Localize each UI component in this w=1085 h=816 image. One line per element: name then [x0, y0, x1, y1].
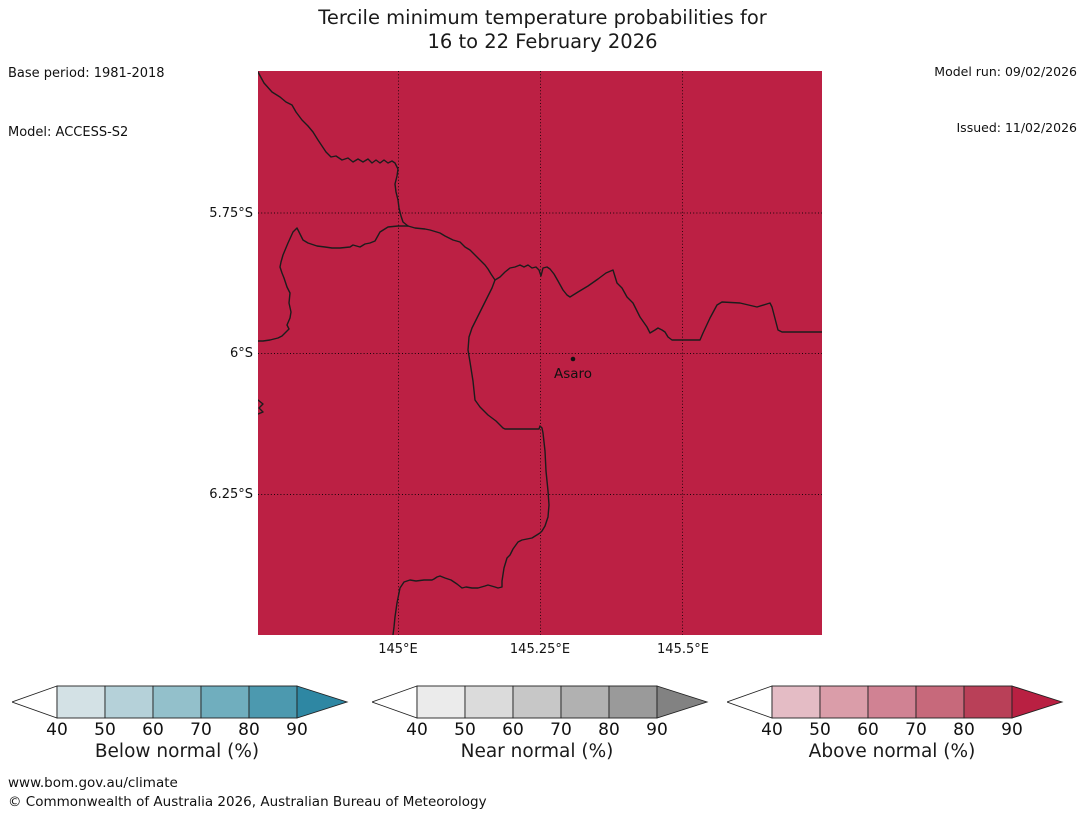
- model-text: Model: ACCESS-S2: [8, 124, 129, 140]
- legend-below-seg-60-70: [152, 685, 202, 719]
- legend-near-caption: Near normal (%): [460, 741, 614, 762]
- legend-below-tick-50: 50: [94, 720, 116, 740]
- legend-near-tick-40: 40: [406, 720, 428, 740]
- legend-above-tick-50: 50: [809, 720, 831, 740]
- legend-above-tick-60: 60: [857, 720, 879, 740]
- model-run-text: Model run: 09/02/2026: [934, 64, 1077, 79]
- y-tick-label-5-75s: 5.75°S: [209, 206, 253, 221]
- legend-near-left-arrow: [372, 685, 418, 719]
- legend-below-caption: Below normal (%): [94, 741, 260, 762]
- legend-near-seg-50-60: [464, 685, 514, 719]
- footer-url: www.bom.gov.au/climate: [8, 775, 178, 791]
- legend-below-tick-80: 80: [238, 720, 260, 740]
- legend-above-seg-60-70: [867, 685, 917, 719]
- legend-near-tick-90: 90: [646, 720, 668, 740]
- legend-below-right-arrow: [296, 685, 349, 719]
- y-tick-label-6-25s: 6.25°S: [209, 487, 253, 502]
- x-tick-label-145-5e: 145.5°E: [657, 642, 709, 657]
- boundary-lines: [258, 71, 822, 635]
- legend-bar-above-normal-swatches: [727, 685, 1064, 719]
- legend-near-tick-60: 60: [502, 720, 524, 740]
- base-period-text: Base period: 1981-2018: [8, 66, 165, 81]
- page-title: Tercile minimum temperature probabilitie…: [0, 6, 1085, 54]
- legend-above-left-arrow: [727, 685, 773, 719]
- boundary-line-northwest: [258, 71, 409, 227]
- legend-below-seg-40-50: [56, 685, 106, 719]
- legend-below-tick-40: 40: [46, 720, 68, 740]
- legend-bar-below-normal-swatches: [12, 685, 349, 719]
- legend-below-seg-70-80: [200, 685, 250, 719]
- boundary-line-east: [407, 225, 822, 341]
- legend-above-tick-80: 80: [953, 720, 975, 740]
- legend-above-caption: Above normal (%): [808, 741, 976, 762]
- legend-near-right-arrow: [656, 685, 709, 719]
- legend-above-tick-70: 70: [905, 720, 927, 740]
- legend-below-tick-60: 60: [142, 720, 164, 740]
- boundary-line-west: [258, 225, 409, 342]
- x-tick-label-145e: 145°E: [378, 642, 418, 657]
- legend-near-seg-60-70: [512, 685, 562, 719]
- legend-above-seg-40-50: [771, 685, 821, 719]
- legend-below-tick-70: 70: [190, 720, 212, 740]
- boundary-line-south-branch: [392, 279, 550, 635]
- legend-below-tick-90: 90: [286, 720, 308, 740]
- legend-above-tick-40: 40: [761, 720, 783, 740]
- legend-below-seg-80-90: [248, 685, 298, 719]
- legend-above-tick-90: 90: [1001, 720, 1023, 740]
- asaro-marker-label: Asaro: [554, 366, 592, 382]
- graticule-gridlines: [258, 71, 822, 635]
- map-canvas: Asaro: [258, 71, 822, 635]
- legend-bar-near-normal-swatches: [372, 685, 709, 719]
- legend-near-seg-80-90: [608, 685, 658, 719]
- legend-near-tick-70: 70: [550, 720, 572, 740]
- legend-near-seg-70-80: [560, 685, 610, 719]
- asaro-marker-dot: [570, 356, 576, 362]
- page-title-line2: 16 to 22 February 2026: [427, 30, 658, 53]
- legend-near-seg-40-50: [416, 685, 466, 719]
- legend-near-tick-80: 80: [598, 720, 620, 740]
- x-tick-label-145-25e: 145.25°E: [509, 642, 571, 657]
- page-title-line1: Tercile minimum temperature probabilitie…: [318, 6, 767, 29]
- legend-below-left-arrow: [12, 685, 58, 719]
- legend-bar-near-normal: 40 50 60 70 80 90 Near normal (%): [372, 684, 722, 768]
- legend-near-tick-50: 50: [454, 720, 476, 740]
- issued-text: Issued: 11/02/2026: [956, 119, 1078, 135]
- header-left-block: Base period: 1981-2018 Model: ACCESS-S2: [8, 25, 165, 181]
- legend-above-seg-50-60: [819, 685, 869, 719]
- legend-above-seg-80-90: [963, 685, 1013, 719]
- y-tick-label-6s: 6°S: [229, 346, 253, 361]
- map-region-fill: [258, 71, 822, 635]
- header-right-block: Model run: 09/02/2026 Issued: 11/02/2026: [934, 26, 1077, 174]
- legend-above-seg-70-80: [915, 685, 965, 719]
- footer-copyright: © Commonwealth of Australia 2026, Austra…: [8, 794, 487, 810]
- legend-bar-below-normal: 40 50 60 70 80 90 Below normal (%): [12, 684, 362, 768]
- boundary-line-west-notch: [258, 399, 264, 415]
- legend-above-right-arrow: [1011, 685, 1064, 719]
- legend-bar-above-normal: 40 50 60 70 80 90 Above normal (%): [727, 684, 1077, 768]
- legend-below-seg-50-60: [104, 685, 154, 719]
